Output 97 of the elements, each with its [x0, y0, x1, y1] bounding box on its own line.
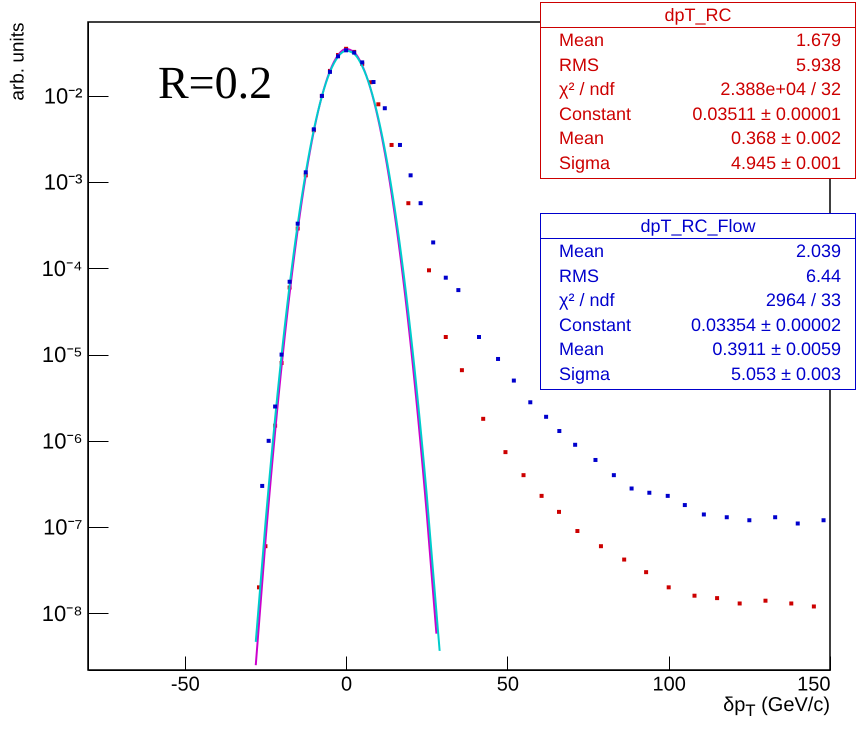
point — [408, 173, 413, 178]
point — [702, 512, 706, 516]
point — [796, 522, 800, 526]
text: dpT_RC_Flow — [541, 214, 855, 239]
y-tick-label: 10⁻⁶ — [42, 428, 82, 454]
point — [382, 106, 387, 110]
annotation: Constant — [559, 314, 632, 336]
point — [773, 515, 778, 520]
point — [612, 473, 616, 478]
point — [503, 450, 508, 454]
point — [666, 585, 671, 590]
text: dpT_RC — [541, 3, 855, 28]
point — [593, 458, 598, 462]
annotation: 5.053 ± 0.003 — [731, 362, 841, 386]
point — [666, 494, 670, 498]
annotation: Mean — [559, 338, 604, 361]
point — [724, 515, 729, 520]
point — [647, 490, 652, 495]
point — [481, 416, 486, 421]
point — [372, 80, 376, 84]
annotation: 0.3911 ± 0.0059 — [712, 338, 841, 361]
annotation: Mean — [559, 29, 604, 52]
point — [431, 240, 436, 244]
annotation: 0.368 ± 0.002 — [731, 127, 841, 150]
annotation: RMS — [559, 264, 599, 288]
point — [682, 503, 687, 508]
point — [763, 598, 768, 603]
point — [540, 494, 544, 498]
annotation: Mean — [559, 127, 604, 150]
y-tick-label: 10⁻⁴ — [42, 256, 82, 281]
point — [630, 486, 634, 491]
point — [544, 414, 548, 419]
point — [296, 222, 300, 226]
y-axis-title: arb. units — [8, 22, 29, 101]
annotation: Sigma — [559, 362, 610, 386]
point — [496, 356, 500, 361]
point — [477, 335, 481, 340]
annotation: 0.03354 ± 0.00002 — [690, 314, 841, 336]
point — [573, 442, 578, 447]
point — [444, 335, 448, 340]
annotation: R=0.2 — [158, 56, 272, 109]
y-tick-label: 10⁻⁸ — [42, 600, 82, 626]
point — [557, 429, 562, 434]
point — [789, 601, 794, 606]
annotation: 0.03511 ± 0.00001 — [692, 102, 841, 126]
point — [260, 484, 264, 488]
annotation: 6.44 — [806, 264, 841, 288]
annotation: 2964 / 33 — [766, 289, 841, 312]
point — [398, 142, 402, 147]
point — [304, 170, 308, 174]
point — [376, 102, 380, 106]
y-tick-label: 10⁻⁵ — [42, 342, 82, 368]
point — [460, 368, 464, 372]
annotation: 4.945 ± 0.001 — [731, 152, 841, 174]
annotation: 5.938 — [796, 54, 841, 76]
point — [456, 288, 460, 292]
y-tick-label: 10⁻⁷ — [43, 514, 83, 540]
point — [280, 352, 284, 357]
point — [692, 594, 697, 598]
x-tick-label: 150 — [797, 674, 830, 696]
x-tick-label: 50 — [496, 674, 520, 696]
point — [747, 518, 752, 522]
point — [528, 400, 532, 404]
point — [390, 142, 394, 147]
annotation: Mean — [559, 240, 604, 263]
point — [418, 201, 423, 206]
point — [288, 280, 292, 284]
annotation: 2.039 — [796, 240, 841, 263]
annotation: 2.388e+04 / 32 — [720, 78, 841, 101]
x-axis-title: δp$_{T}$ (GeV/c) — [723, 694, 830, 721]
point — [812, 604, 816, 608]
x-tick-label: 0 — [341, 674, 352, 696]
point — [522, 473, 526, 478]
point — [598, 544, 603, 548]
annotation: RMS — [559, 54, 599, 76]
point — [444, 276, 448, 280]
point — [406, 201, 410, 206]
annotation: Sigma — [559, 152, 610, 175]
annotation: χ² / ndf — [559, 289, 614, 312]
y-tick-label: 10⁻³ — [44, 170, 82, 195]
annotation: χ² / ndf — [559, 78, 614, 101]
point — [557, 510, 562, 514]
point — [644, 570, 648, 574]
point — [273, 404, 278, 409]
annotation: Constant — [559, 102, 632, 126]
x-tick-label: -50 — [170, 674, 200, 696]
point — [822, 518, 826, 522]
point — [622, 558, 626, 562]
point — [512, 378, 516, 383]
point — [426, 268, 431, 272]
x-tick-label: 100 — [652, 674, 686, 696]
point — [266, 438, 271, 443]
point — [715, 596, 720, 600]
y-tick-label: 10⁻² — [44, 83, 82, 108]
point — [575, 529, 580, 534]
annotation: 1.679 — [796, 29, 841, 52]
point — [738, 601, 742, 606]
